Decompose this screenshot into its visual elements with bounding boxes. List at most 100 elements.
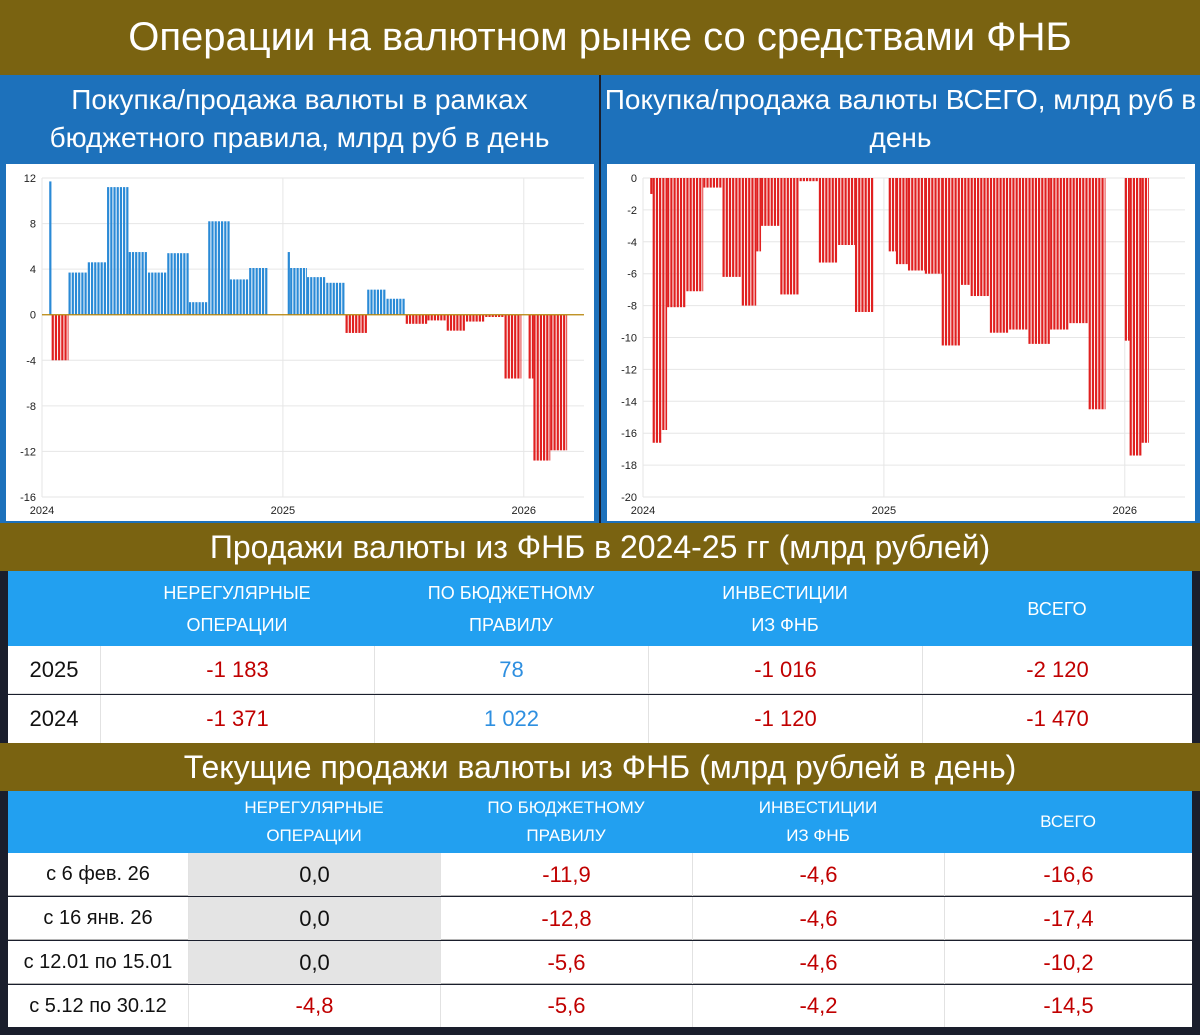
bar: [891, 178, 895, 252]
bar-segment: [167, 253, 189, 315]
bar: [367, 289, 370, 315]
bar: [141, 252, 144, 315]
bar: [858, 178, 861, 312]
bar: [449, 314, 453, 331]
bar: [119, 187, 123, 315]
bar: [728, 178, 732, 277]
annual-section-title: Продажи валюты из ФНБ в 2024-25 гг (млрд…: [0, 523, 1200, 571]
bar: [402, 298, 405, 315]
bar: [236, 279, 239, 315]
y-tick-label: -14: [621, 396, 637, 408]
bar-segment: [652, 178, 662, 443]
bar: [986, 178, 989, 297]
bar: [386, 298, 389, 315]
bar: [188, 302, 192, 315]
bar: [504, 314, 507, 379]
bar: [227, 221, 230, 315]
cell-irregular: 0,0: [188, 853, 440, 896]
bar: [510, 314, 514, 379]
bar: [914, 178, 917, 271]
header-line: ПРАВИЛУ: [526, 826, 606, 845]
bar-segment: [1129, 178, 1142, 456]
bar: [453, 314, 456, 331]
bar-segment: [854, 178, 874, 312]
bar: [446, 314, 449, 331]
bar-segment: [1141, 178, 1149, 443]
bar: [252, 268, 255, 315]
bar: [339, 282, 342, 315]
current-header-investments: ИНВЕСТИЦИИ ИЗ ФНБ: [692, 791, 944, 853]
bar-segment: [989, 178, 1009, 333]
bar: [180, 253, 183, 315]
bar: [173, 253, 176, 315]
bar: [783, 178, 786, 295]
bar-segment: [838, 178, 855, 245]
bar: [767, 178, 770, 226]
bar: [319, 277, 322, 315]
page-title: Операции на валютном рынке со средствами…: [0, 0, 1200, 75]
bar: [380, 289, 383, 315]
bar: [549, 314, 551, 461]
y-tick-label: -12: [20, 446, 36, 458]
bar-segment: [756, 178, 762, 252]
y-tick-label: 0: [631, 173, 637, 185]
bar: [815, 178, 818, 182]
bar: [1129, 178, 1132, 456]
bar-segment: [741, 178, 757, 306]
bar: [977, 178, 980, 297]
bar: [665, 178, 668, 431]
bar: [719, 178, 722, 188]
annual-header-irregular: НЕРЕГУЛЯРНЫЕ ОПЕРАЦИИ: [100, 571, 374, 646]
y-tick-label: -16: [621, 428, 637, 440]
bar: [355, 314, 358, 333]
bar-segment: [722, 178, 741, 277]
bar: [296, 268, 299, 315]
bar-segment: [533, 314, 551, 461]
bar: [531, 314, 534, 379]
cell-budget-rule: -12,8: [440, 897, 692, 940]
bar-segment: [326, 282, 345, 315]
bar: [322, 277, 326, 315]
bar: [299, 268, 302, 315]
bar-segment: [128, 252, 147, 315]
bar: [249, 268, 252, 315]
bar: [1136, 178, 1139, 456]
bar-segment: [703, 178, 722, 188]
bar: [1059, 178, 1062, 330]
bar: [58, 314, 61, 361]
bar: [1078, 178, 1082, 324]
bar: [64, 314, 67, 361]
bar: [151, 272, 154, 315]
header-line: ПРАВИЛУ: [469, 614, 553, 635]
bar-segment: [1069, 178, 1088, 324]
bar-segment: [1124, 178, 1130, 341]
bar-segment: [761, 178, 780, 226]
bar: [867, 178, 870, 312]
bar: [841, 178, 844, 245]
bar: [90, 262, 94, 315]
bar: [702, 178, 704, 292]
bar: [1062, 178, 1066, 330]
bar-segment: [208, 221, 230, 315]
bar-segment: [427, 314, 446, 321]
bar: [706, 178, 709, 188]
annual-table-header: НЕРЕГУЛЯРНЫЕ ОПЕРАЦИИ ПО БЮДЖЕТНОМУ ПРАВ…: [8, 571, 1192, 646]
cell-budget-rule: -5,6: [440, 985, 692, 1027]
bar: [421, 314, 424, 324]
bar: [948, 178, 951, 346]
bar: [659, 178, 662, 443]
bar: [138, 252, 141, 315]
bar-segment: [107, 187, 129, 315]
bar: [556, 314, 559, 451]
table-row: с 16 янв. 26 0,0 -12,8 -4,6 -17,4: [8, 897, 1192, 940]
bar: [144, 252, 147, 315]
bar: [679, 178, 683, 308]
y-tick-label: -10: [621, 333, 637, 345]
bar-segment: [799, 178, 818, 182]
bar: [160, 272, 163, 315]
bar: [383, 289, 386, 315]
row-label: 2024: [29, 706, 79, 731]
bar: [415, 314, 418, 324]
bar: [650, 178, 653, 194]
bar-segment: [249, 268, 268, 315]
